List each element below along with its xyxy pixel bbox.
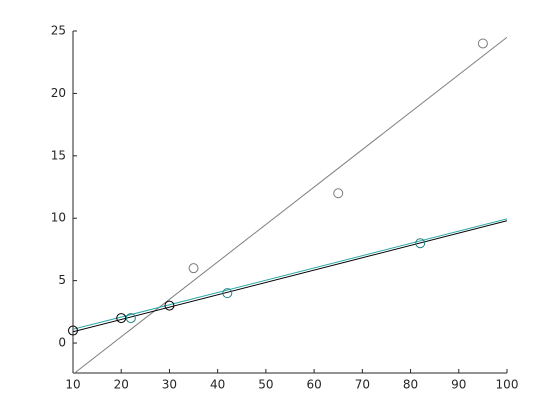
x-tick-label: 30	[162, 378, 177, 392]
y-tick-label: 25	[51, 24, 66, 38]
x-tick-label: 60	[306, 378, 321, 392]
marker	[477, 38, 488, 49]
marker	[333, 188, 344, 199]
x-tick-label: 90	[451, 378, 466, 392]
x-tick-label: 40	[210, 378, 225, 392]
marker	[188, 263, 199, 274]
x-tick-label: 100	[496, 378, 519, 392]
y-tick-label: 0	[58, 336, 66, 350]
marker	[222, 288, 233, 299]
x-tick-label: 50	[258, 378, 273, 392]
marker	[125, 313, 136, 324]
y-tick-label: 15	[51, 148, 66, 162]
x-tick-label: 10	[65, 378, 80, 392]
fit-line	[73, 218, 507, 330]
marker	[415, 238, 426, 249]
marker	[68, 325, 78, 336]
x-tick-label: 70	[355, 378, 370, 392]
y-tick-label: 5	[58, 273, 66, 287]
x-tick-label: 80	[403, 378, 418, 392]
y-tick-label: 10	[51, 211, 66, 225]
x-tick-label: 20	[114, 378, 129, 392]
fit-line	[73, 220, 507, 333]
fit-line	[73, 36, 507, 373]
y-tick-label: 20	[51, 86, 66, 100]
marker	[164, 300, 175, 311]
marker	[116, 313, 127, 324]
